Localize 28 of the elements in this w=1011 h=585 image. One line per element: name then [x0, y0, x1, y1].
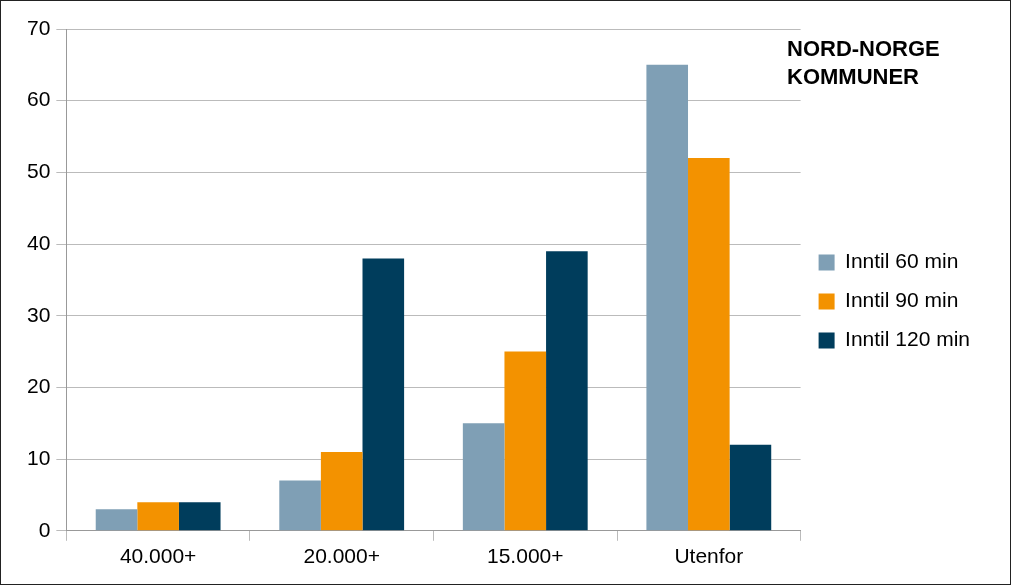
bar [137, 502, 179, 531]
bar [546, 251, 588, 531]
bar [462, 423, 505, 531]
y-tick-label: 70 [27, 15, 51, 39]
x-tick-label: 40.000+ [119, 544, 197, 568]
bar [320, 451, 363, 531]
y-tick-label: 20 [27, 374, 51, 398]
bar [646, 64, 689, 531]
text: NORD-NORGE KOMMUNER [787, 35, 941, 91]
x-tick-label: 15.000+ [487, 544, 564, 568]
x-tick-label: Utenfor [674, 544, 744, 568]
y-tick-label: 0 [38, 517, 51, 541]
legend-label: Inntil 90 min [845, 288, 959, 312]
bar [504, 351, 547, 531]
bar [279, 480, 321, 531]
y-tick-label: 60 [27, 87, 51, 111]
bar [95, 509, 138, 531]
y-tick-label: 10 [27, 445, 51, 469]
x-tick-label: 20.000+ [303, 544, 380, 568]
bar [178, 502, 221, 531]
y-tick-label: 40 [27, 230, 51, 254]
legend-label: Inntil 60 min [845, 249, 959, 273]
y-tick-label: 50 [27, 159, 51, 183]
bar [688, 158, 730, 531]
legend-label: Inntil 120 min [845, 327, 970, 351]
bar [729, 444, 772, 531]
y-tick-label: 30 [27, 302, 51, 326]
bar [362, 258, 405, 531]
